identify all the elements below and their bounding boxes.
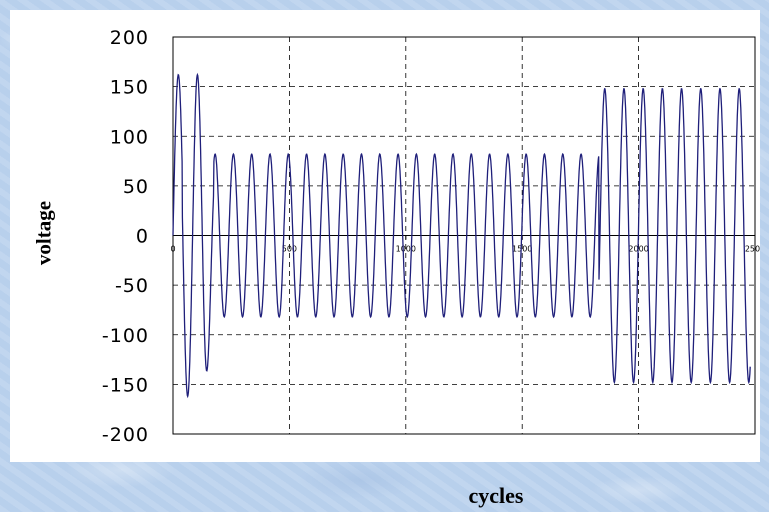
series-line-voltage bbox=[172, 72, 751, 399]
y-tick-label: -150 bbox=[102, 374, 149, 396]
y-tick-label: -50 bbox=[115, 275, 149, 297]
y-tick-label: 200 bbox=[110, 27, 149, 49]
y-tick-label: 50 bbox=[123, 176, 149, 198]
y-tick-label: 150 bbox=[110, 77, 149, 99]
y-axis-label: voltage bbox=[31, 200, 56, 266]
x-tick-label: 500 bbox=[282, 245, 297, 254]
x-tick-label: 2500 bbox=[745, 245, 760, 254]
chart-area: 200 150 100 50 0 -50 -100 -150 -200 0 500 1000 1500… bbox=[10, 10, 760, 462]
y-tick-label: -200 bbox=[102, 424, 149, 446]
x-tick-label: 0 bbox=[170, 245, 175, 254]
y-tick-label: 0 bbox=[136, 226, 149, 248]
x-tick-label: 1000 bbox=[396, 245, 416, 254]
x-tick-labels: 05001000150020002500 bbox=[170, 245, 760, 254]
y-tick-label: 100 bbox=[110, 126, 149, 148]
x-tick-label: 1500 bbox=[512, 245, 532, 254]
y-tick-labels: 200 150 100 50 0 -50 -100 -150 -200 bbox=[102, 27, 149, 446]
y-tick-label: -100 bbox=[102, 325, 149, 347]
x-axis-label: cycles bbox=[468, 483, 524, 508]
